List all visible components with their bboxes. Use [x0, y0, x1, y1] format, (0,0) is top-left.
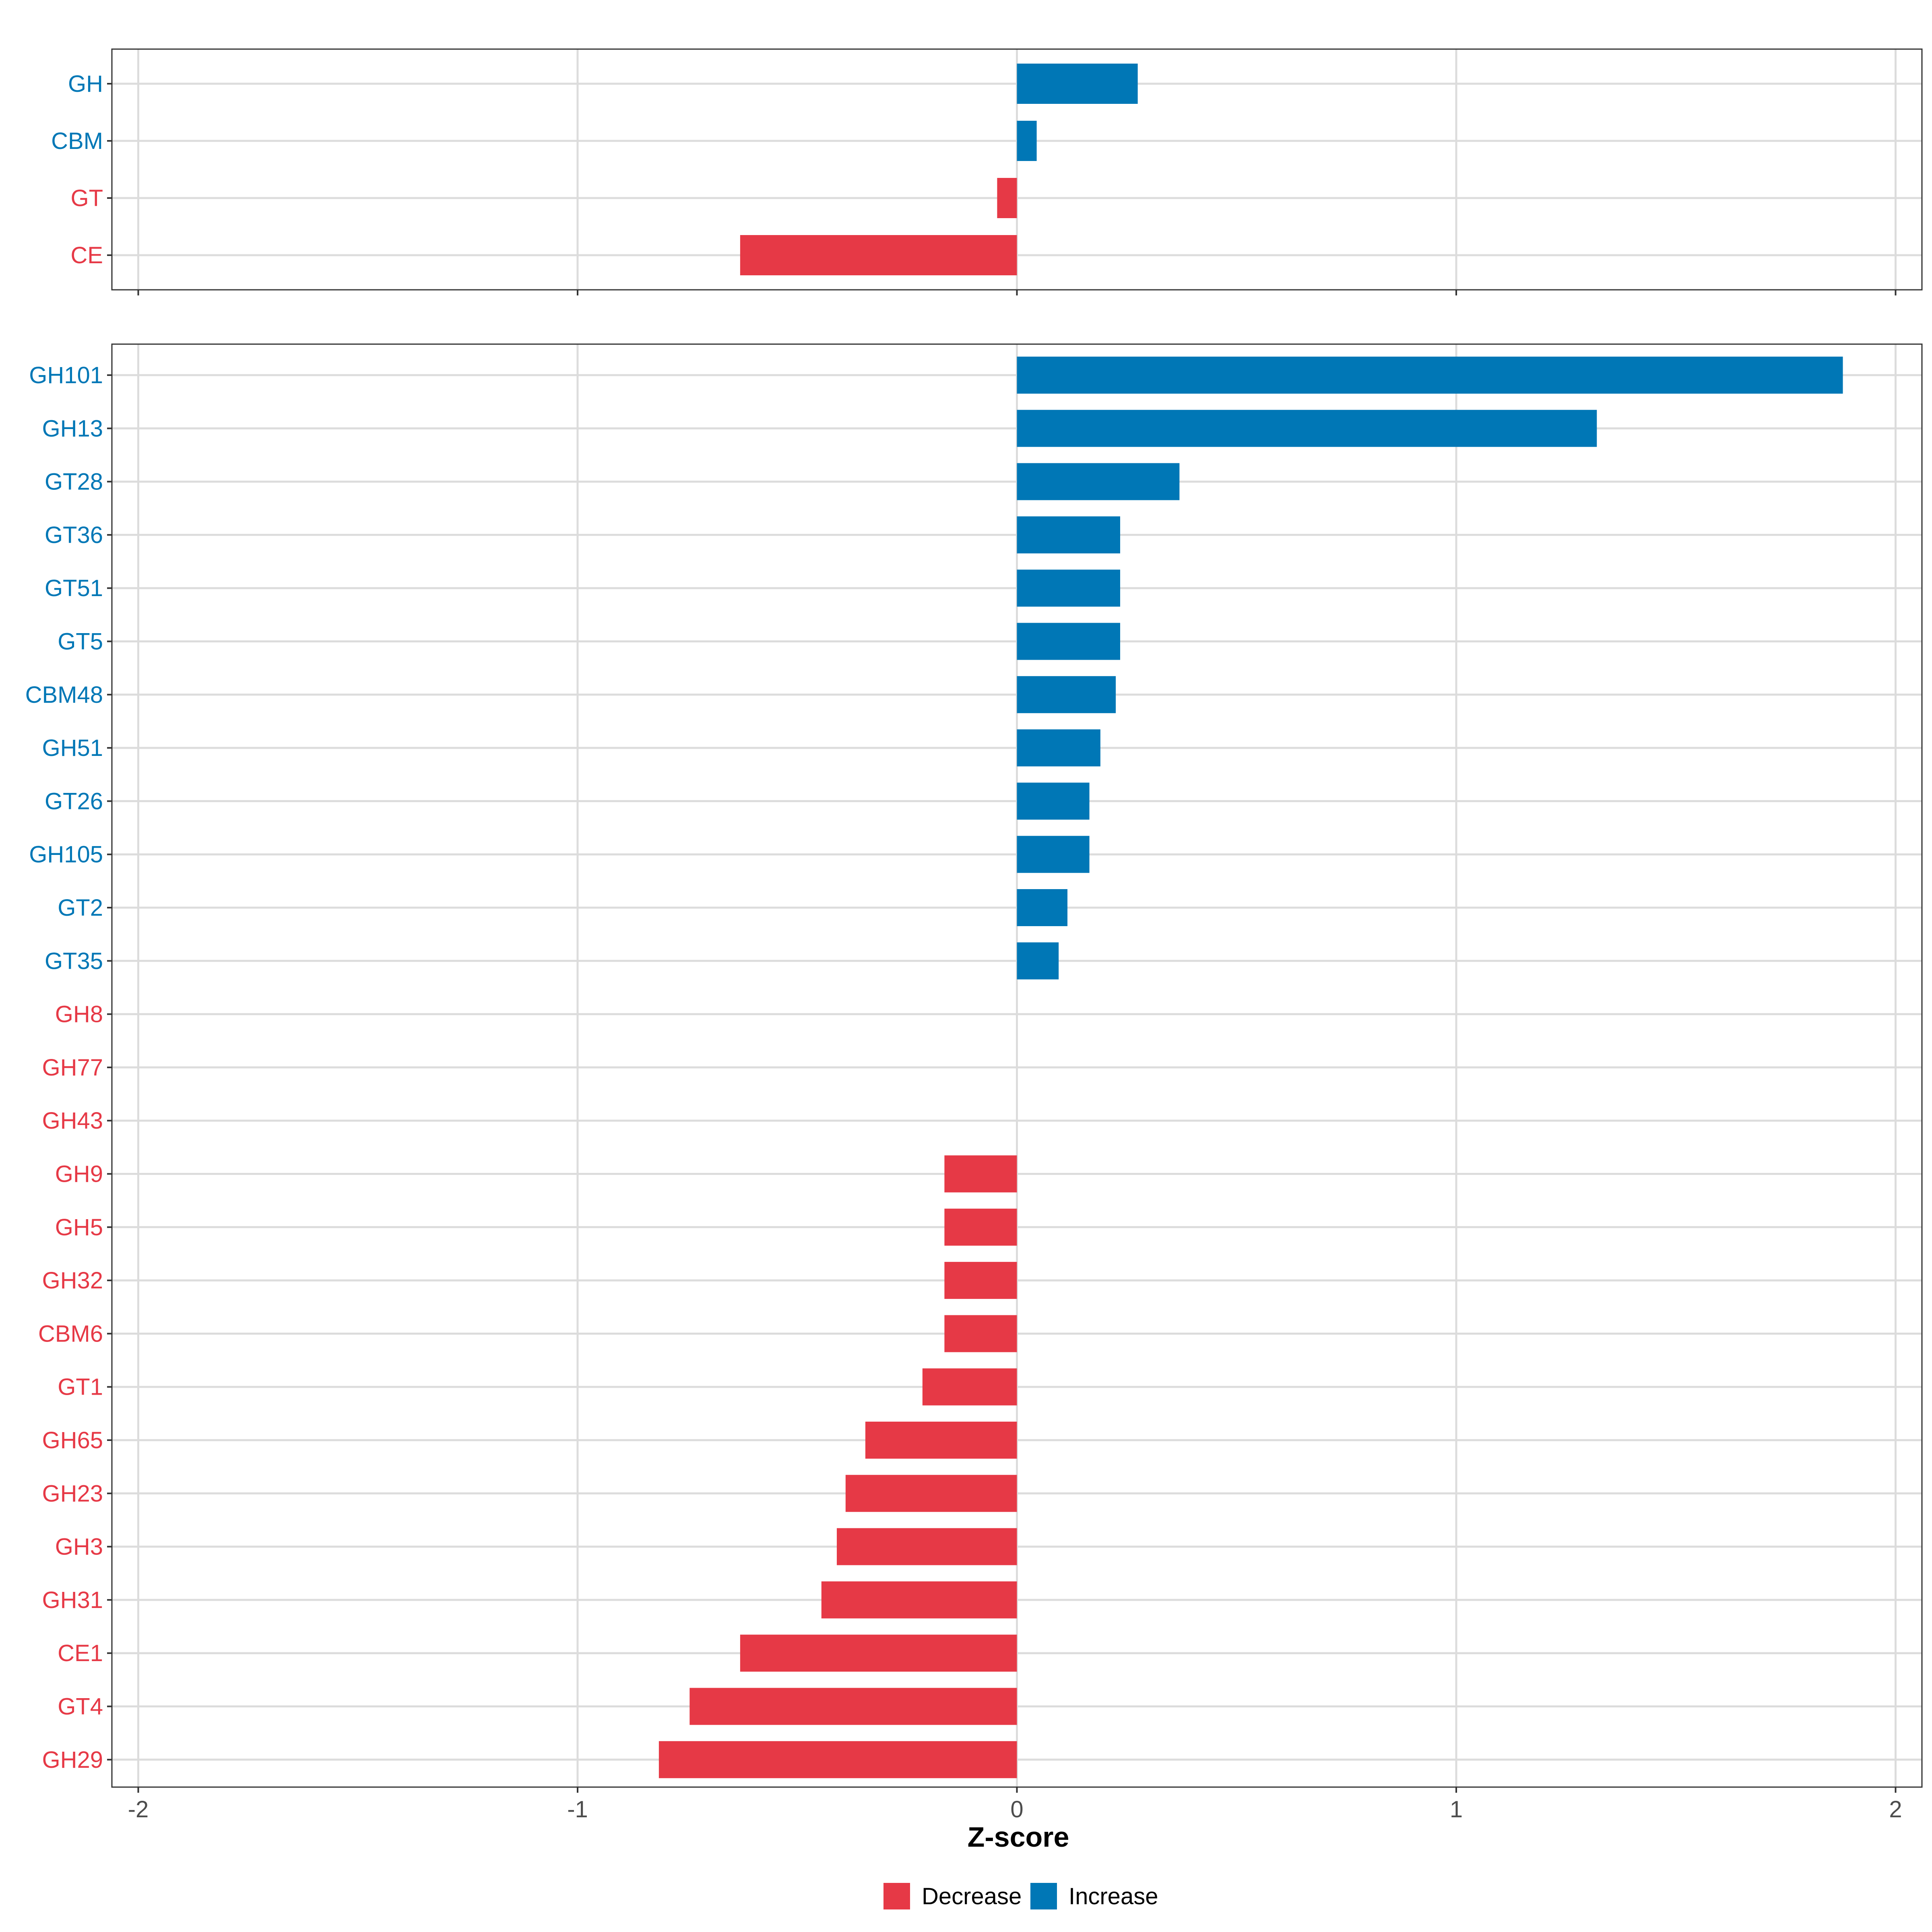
bar-gt26 [1017, 782, 1090, 820]
bar-cbm48 [1017, 676, 1116, 713]
category-label-gt51: GT51 [45, 575, 103, 601]
category-label-gh43: GH43 [42, 1108, 103, 1134]
bar-gh13 [1017, 410, 1597, 447]
x-tick-label: 1 [1450, 1796, 1463, 1823]
bar-gt35 [1017, 942, 1059, 980]
x-tick-label: 2 [1889, 1796, 1902, 1823]
category-label-ce1: CE1 [58, 1640, 103, 1666]
category-label-gt5: GT5 [58, 629, 103, 655]
category-label-gh105: GH105 [29, 842, 103, 868]
category-label-gt26: GT26 [45, 788, 103, 814]
bar-gh9 [944, 1155, 1017, 1193]
category-label-gh51: GH51 [42, 735, 103, 761]
category-label-gh8: GH8 [55, 1001, 103, 1028]
bar-gh23 [845, 1475, 1017, 1512]
category-label-gt: GT [70, 185, 103, 211]
x-tick-label: -2 [128, 1796, 149, 1823]
x-tick-label: -1 [567, 1796, 588, 1823]
category-label-gh77: GH77 [42, 1055, 103, 1081]
bar-gh5 [944, 1208, 1017, 1246]
legend: Decrease Increase [883, 1883, 1158, 1909]
bar-gh [1017, 64, 1138, 104]
bar-ce1 [740, 1635, 1017, 1672]
panel-border [111, 48, 1923, 291]
category-label-gt1: GT1 [58, 1374, 103, 1400]
bar-gt2 [1017, 889, 1068, 926]
category-label-gh29: GH29 [42, 1747, 103, 1773]
bar-gh65 [865, 1422, 1017, 1459]
category-label-ce: CE [70, 242, 103, 268]
category-label-cbm48: CBM48 [25, 682, 103, 708]
panel-border [111, 343, 1923, 1788]
bar-gh32 [944, 1262, 1017, 1299]
category-label-gt35: GT35 [45, 948, 103, 974]
bar-gt4 [689, 1688, 1017, 1725]
bar-gt1 [922, 1368, 1017, 1406]
category-label-gh5: GH5 [55, 1214, 103, 1241]
category-label-gt4: GT4 [58, 1694, 103, 1720]
category-label-cbm6: CBM6 [38, 1321, 103, 1347]
bottom-panel-family-level: GH101 GH13 GT28 GT36 GT51 GT5 CBM48 GH51 GT26 GH1… [25, 343, 1923, 1793]
bar-gh29 [658, 1741, 1017, 1778]
category-label-gh65: GH65 [42, 1427, 103, 1453]
legend-label-increase: Increase [1069, 1883, 1158, 1909]
x-axis-title: Z-score [968, 1821, 1069, 1853]
category-label-gt28: GT28 [45, 469, 103, 495]
bar-gh3 [836, 1528, 1017, 1565]
category-label-gh23: GH23 [42, 1480, 103, 1507]
category-label-gh31: GH31 [42, 1587, 103, 1613]
bar-gh101 [1017, 357, 1843, 394]
bar-gh31 [821, 1581, 1017, 1618]
category-label-gh32: GH32 [42, 1267, 103, 1294]
x-tick-label: 0 [1010, 1796, 1023, 1823]
category-label-gh9: GH9 [55, 1161, 103, 1187]
bar-gh51 [1017, 729, 1100, 767]
bar-ce [740, 235, 1017, 275]
legend-swatch-decrease [883, 1883, 910, 1909]
category-label-gh: GH [68, 71, 103, 97]
bar-gt36 [1017, 516, 1121, 553]
category-label-gh101: GH101 [29, 362, 103, 388]
bar-gh105 [1017, 836, 1090, 873]
bar-gt [997, 178, 1017, 218]
category-label-gh13: GH13 [42, 415, 103, 442]
top-panel-class-level: GH CBM GT CE [51, 48, 1923, 295]
bar-cbm [1017, 121, 1037, 161]
category-label-gt2: GT2 [58, 895, 103, 921]
legend-label-decrease: Decrease [922, 1883, 1022, 1909]
category-label-cbm: CBM [51, 128, 103, 154]
bar-gt51 [1017, 570, 1121, 607]
category-label-gh3: GH3 [55, 1534, 103, 1560]
category-label-gt36: GT36 [45, 522, 103, 548]
legend-swatch-increase [1030, 1883, 1057, 1909]
bar-gt5 [1017, 623, 1121, 660]
bar-cbm6 [944, 1315, 1017, 1352]
x-axis: -2 -1 0 1 2 [128, 1796, 1902, 1823]
bar-gt28 [1017, 463, 1180, 500]
